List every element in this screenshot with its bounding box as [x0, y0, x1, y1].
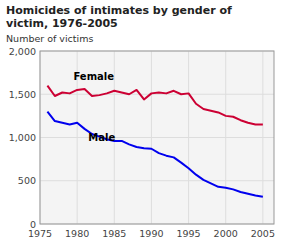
x-tick-label: 1975 — [28, 228, 52, 239]
x-tick-label: 1995 — [176, 228, 200, 239]
x-grid-line — [151, 51, 152, 224]
title: Homicides of intimates by gender ofvicti… — [6, 4, 232, 30]
y-axis-label: Number of victims — [6, 33, 93, 44]
x-grid-line — [262, 51, 263, 224]
y-tick-label: 1,500 — [9, 89, 36, 100]
plot-area — [40, 51, 274, 224]
y-tick-label: 2,000 — [9, 46, 36, 57]
line-series — [47, 112, 262, 197]
x-grid-line — [225, 51, 226, 224]
y-tick-label: 500 — [18, 175, 36, 186]
x-tick-label: 1980 — [65, 228, 89, 239]
y-grid-line — [40, 137, 274, 138]
title-line: victim, 1976-2005 — [6, 17, 118, 30]
x-tick-label: 2000 — [214, 228, 238, 239]
x-grid-line — [188, 51, 189, 224]
plot-frame — [40, 51, 274, 224]
series-group — [47, 86, 262, 197]
annotation: Male — [88, 132, 115, 143]
annotation: Female — [73, 71, 114, 82]
x-tick-label: 2005 — [251, 228, 275, 239]
title-line: Homicides of intimates by gender of — [6, 4, 232, 17]
y-grid-line — [40, 94, 274, 95]
x-tick-label: 1985 — [102, 228, 126, 239]
y-tick-label: 1,000 — [9, 132, 36, 143]
line-series — [47, 86, 262, 125]
y-grid-line — [40, 180, 274, 181]
x-tick-label: 1990 — [139, 228, 163, 239]
chart: Homicides of intimates by gender ofvicti… — [0, 0, 282, 244]
